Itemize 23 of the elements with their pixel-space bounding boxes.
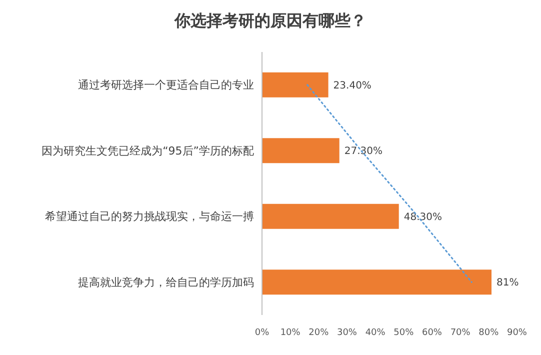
x-tick-label: 20% (308, 328, 330, 338)
x-tick-label: 60% (422, 328, 442, 338)
bar (262, 270, 492, 295)
chart-title: 你选择考研的原因有哪些？ (174, 11, 366, 30)
x-tick-label: 10% (280, 328, 301, 338)
x-tick-label: 0% (254, 328, 270, 338)
bar (262, 204, 399, 229)
y-tick-label: 通过考研选择一个更适合自己的专业 (78, 78, 254, 92)
x-tick-label: 50% (394, 328, 414, 338)
x-tick-label: 90% (506, 328, 528, 338)
bar (262, 138, 340, 164)
y-tick-label: 提高就业竞争力，给自己的学历加码 (78, 276, 254, 289)
x-tick-label: 40% (365, 328, 386, 338)
data-label: 23.40% (333, 80, 372, 92)
x-tick-label: 30% (336, 328, 358, 338)
y-tick-label: 希望通过自己的努力挑战现实，与命运一搏 (45, 210, 254, 224)
x-tick-label: 80% (478, 328, 500, 338)
y-tick-label: 因为研究生文凭已经成为“95后”学历的标配 (42, 144, 254, 158)
x-tick-label: 70% (450, 328, 471, 338)
data-label: 48.30% (404, 212, 442, 223)
data-label: 81% (496, 278, 519, 289)
data-label: 27.30% (344, 146, 382, 158)
bar (262, 72, 328, 98)
